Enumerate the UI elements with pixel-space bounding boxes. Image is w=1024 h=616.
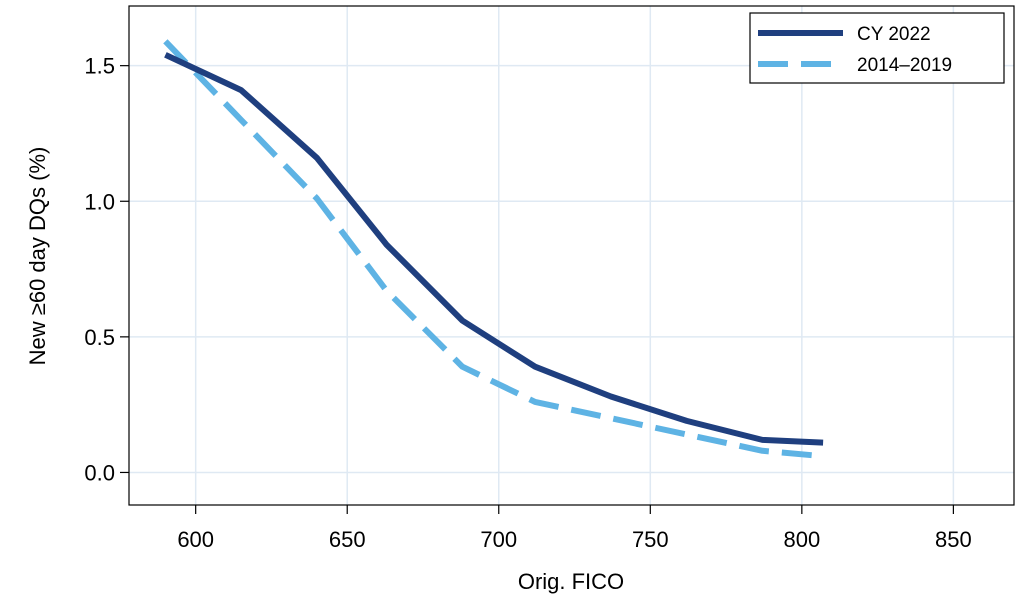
x-tick-label-800: 800 (783, 527, 820, 552)
legend-box (749, 12, 1005, 84)
x-tick-label-750: 750 (632, 527, 669, 552)
legend-label-2014-2019: 2014–2019 (857, 55, 952, 76)
series-line-2014-2019 (163, 39, 824, 460)
y-tick-label-1-5: 1.5 (84, 54, 115, 79)
x-axis: 600 650 700 750 800 850 (177, 505, 972, 552)
x-tick-label-600: 600 (177, 527, 214, 552)
y-tick-label-0: 0.0 (84, 460, 115, 485)
plot-frame (128, 5, 1015, 506)
series-line-cy-2022 (164, 52, 824, 446)
x-tick-label-850: 850 (935, 527, 972, 552)
legend-label-cy-2022: CY 2022 (857, 24, 931, 45)
x-axis-title: Orig. FICO (518, 569, 624, 594)
series-lines (163, 39, 824, 460)
legend: CY 2022 2014–2019 (749, 12, 1005, 84)
x-tick-label-650: 650 (329, 527, 366, 552)
x-tick-label-700: 700 (480, 527, 517, 552)
y-tick-label-1: 1.0 (84, 189, 115, 214)
y-axis: 0.0 0.5 1.0 1.5 (84, 54, 129, 485)
y-tick-label-0-5: 0.5 (84, 325, 115, 350)
y-axis-title: New ≥60 day DQs (%) (25, 147, 50, 366)
